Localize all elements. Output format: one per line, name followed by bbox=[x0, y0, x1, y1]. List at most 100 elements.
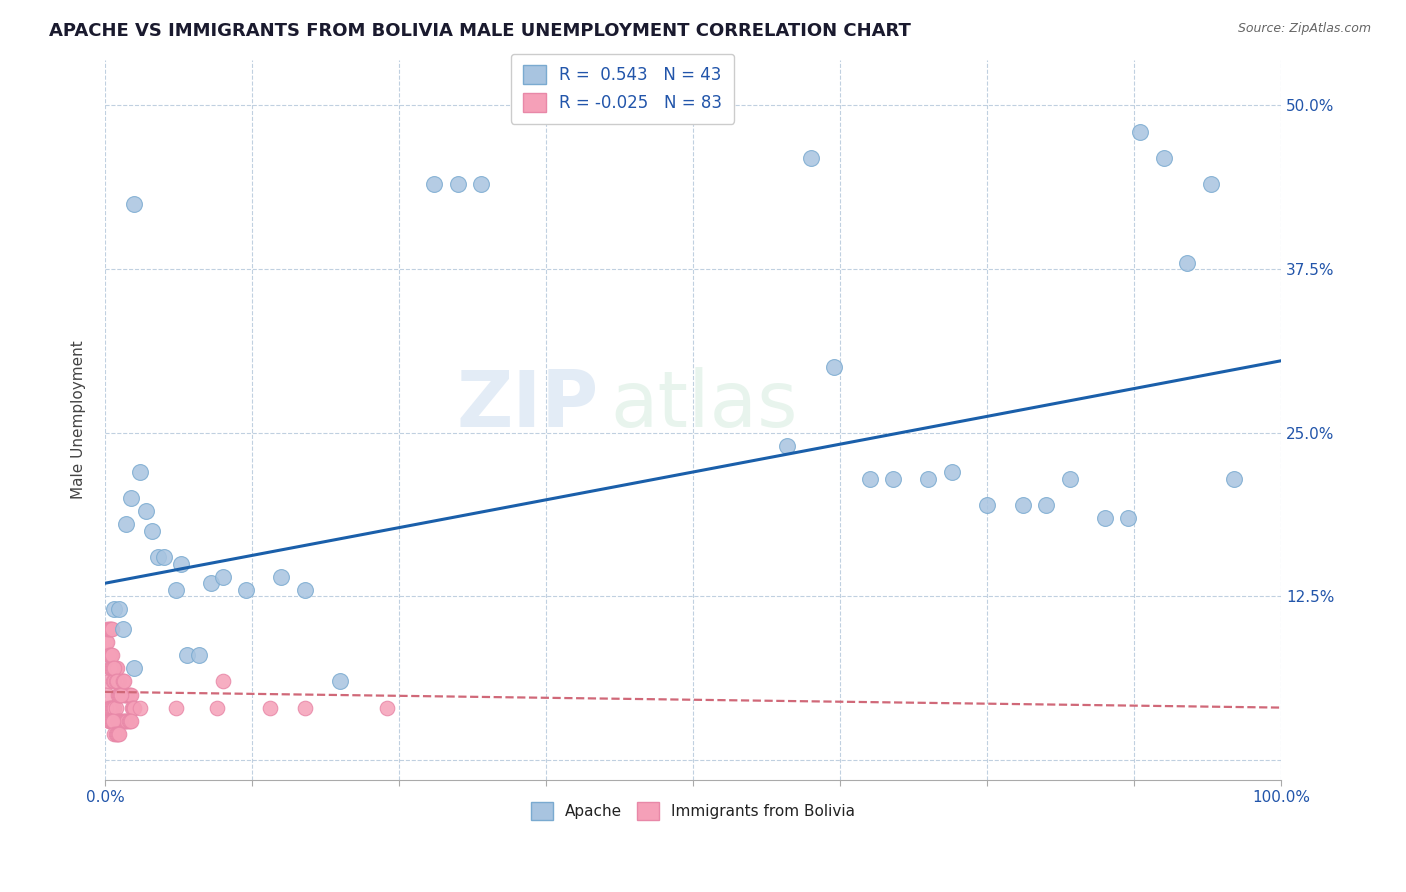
Point bbox=[110, 688, 132, 702]
Point bbox=[423, 177, 446, 191]
Point bbox=[96, 622, 118, 636]
Point bbox=[103, 674, 125, 689]
Point bbox=[1175, 255, 1198, 269]
Point bbox=[100, 622, 122, 636]
Point bbox=[104, 661, 127, 675]
Point bbox=[108, 714, 131, 728]
Point bbox=[98, 700, 121, 714]
Point bbox=[294, 700, 316, 714]
Point bbox=[101, 700, 124, 714]
Point bbox=[114, 688, 136, 702]
Point bbox=[170, 557, 193, 571]
Text: Source: ZipAtlas.com: Source: ZipAtlas.com bbox=[1237, 22, 1371, 36]
Point bbox=[135, 504, 157, 518]
Point bbox=[110, 714, 132, 728]
Point bbox=[1011, 498, 1033, 512]
Point bbox=[124, 700, 146, 714]
Point bbox=[112, 674, 135, 689]
Point bbox=[1059, 471, 1081, 485]
Point bbox=[98, 622, 121, 636]
Point bbox=[776, 439, 799, 453]
Point bbox=[108, 727, 131, 741]
Text: ZIP: ZIP bbox=[457, 368, 599, 443]
Point bbox=[976, 498, 998, 512]
Point bbox=[105, 674, 128, 689]
Point bbox=[882, 471, 904, 485]
Point bbox=[98, 648, 121, 663]
Point bbox=[1199, 177, 1222, 191]
Point bbox=[97, 622, 120, 636]
Point bbox=[110, 688, 132, 702]
Point bbox=[118, 714, 141, 728]
Point bbox=[117, 688, 139, 702]
Point bbox=[859, 471, 882, 485]
Point bbox=[97, 674, 120, 689]
Point bbox=[100, 700, 122, 714]
Point bbox=[117, 714, 139, 728]
Point bbox=[117, 688, 139, 702]
Point bbox=[124, 661, 146, 675]
Point bbox=[470, 177, 492, 191]
Point bbox=[118, 688, 141, 702]
Point bbox=[103, 674, 125, 689]
Y-axis label: Male Unemployment: Male Unemployment bbox=[72, 340, 86, 499]
Point bbox=[115, 714, 138, 728]
Point bbox=[115, 688, 138, 702]
Point bbox=[205, 700, 228, 714]
Point bbox=[104, 727, 127, 741]
Point bbox=[235, 582, 257, 597]
Point bbox=[121, 700, 143, 714]
Point bbox=[103, 714, 125, 728]
Point bbox=[110, 688, 132, 702]
Point bbox=[97, 700, 120, 714]
Point bbox=[1153, 151, 1175, 165]
Point bbox=[105, 714, 128, 728]
Point bbox=[107, 727, 129, 741]
Point bbox=[1129, 125, 1152, 139]
Point bbox=[129, 700, 152, 714]
Point bbox=[103, 661, 125, 675]
Point bbox=[96, 635, 118, 649]
Point bbox=[917, 471, 939, 485]
Point bbox=[108, 602, 131, 616]
Point bbox=[112, 714, 135, 728]
Point bbox=[129, 465, 152, 479]
Point bbox=[107, 714, 129, 728]
Point bbox=[112, 688, 135, 702]
Point bbox=[105, 661, 128, 675]
Point bbox=[97, 648, 120, 663]
Point bbox=[101, 714, 124, 728]
Text: atlas: atlas bbox=[610, 368, 799, 443]
Point bbox=[103, 700, 125, 714]
Point bbox=[1118, 510, 1140, 524]
Point bbox=[108, 688, 131, 702]
Point bbox=[165, 582, 187, 597]
Point bbox=[111, 674, 134, 689]
Point bbox=[823, 360, 845, 375]
Point bbox=[101, 661, 124, 675]
Point bbox=[211, 674, 233, 689]
Point bbox=[1035, 498, 1057, 512]
Point bbox=[188, 648, 211, 663]
Point bbox=[1094, 510, 1116, 524]
Point bbox=[117, 714, 139, 728]
Point bbox=[153, 550, 176, 565]
Point bbox=[103, 602, 125, 616]
Point bbox=[101, 648, 124, 663]
Point bbox=[270, 570, 292, 584]
Point bbox=[110, 688, 132, 702]
Point bbox=[447, 177, 470, 191]
Point bbox=[97, 714, 120, 728]
Point bbox=[141, 524, 163, 538]
Point bbox=[120, 688, 142, 702]
Point bbox=[941, 465, 963, 479]
Point bbox=[98, 661, 121, 675]
Point bbox=[294, 582, 316, 597]
Point bbox=[103, 727, 125, 741]
Point bbox=[107, 688, 129, 702]
Point bbox=[110, 714, 132, 728]
Text: APACHE VS IMMIGRANTS FROM BOLIVIA MALE UNEMPLOYMENT CORRELATION CHART: APACHE VS IMMIGRANTS FROM BOLIVIA MALE U… bbox=[49, 22, 911, 40]
Point bbox=[100, 661, 122, 675]
Point bbox=[120, 714, 142, 728]
Point bbox=[800, 151, 823, 165]
